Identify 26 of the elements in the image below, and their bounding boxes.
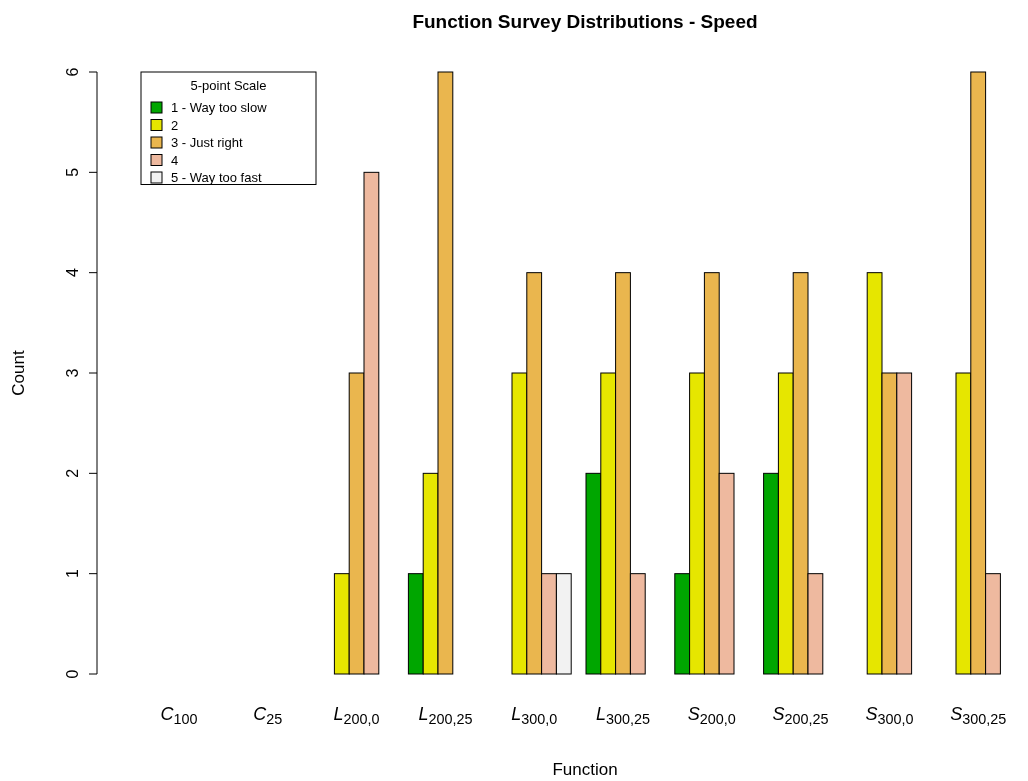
y-tick-label: 6 bbox=[63, 67, 81, 77]
chart-title: Function Survey Distributions - Speed bbox=[412, 11, 758, 32]
x-tick-label: C$_{100}$ bbox=[160, 704, 198, 728]
y-tick-label: 5 bbox=[63, 167, 81, 177]
x-tick-label: C$_{25}$ bbox=[253, 704, 283, 728]
y-tick-label: 4 bbox=[63, 268, 81, 278]
x-tick-label: L$_{300,0}$ bbox=[511, 704, 558, 728]
y-tick-label: 0 bbox=[63, 669, 81, 679]
legend-title: 5-point Scale bbox=[190, 78, 267, 93]
x-tick-label: L$_{200,25}$ bbox=[418, 704, 473, 728]
x-axis-title: Function bbox=[552, 760, 618, 779]
y-tick-label: 2 bbox=[63, 468, 81, 478]
y-tick-label: 1 bbox=[63, 569, 81, 579]
x-tick-label: S$_{300,25}$ bbox=[950, 704, 1007, 728]
y-tick-label: 3 bbox=[63, 368, 81, 378]
x-tick-label: S$_{200,25}$ bbox=[772, 704, 829, 728]
legend-label: 1 - Way too slow bbox=[171, 100, 268, 115]
x-tick-label: L$_{300,25}$ bbox=[595, 704, 651, 728]
x-tick-label: L$_{200,0}$ bbox=[333, 704, 380, 728]
x-tick-label: S$_{300,0}$ bbox=[865, 704, 914, 728]
x-tick-label: S$_{200,0}$ bbox=[687, 704, 736, 728]
legend-label: 5 - Way too fast bbox=[171, 170, 262, 185]
legend-label: 3 - Just right bbox=[171, 135, 243, 150]
legend-label: 2 bbox=[171, 117, 179, 133]
legend-label: 4 bbox=[171, 152, 179, 168]
y-axis-title: Count bbox=[9, 350, 28, 396]
